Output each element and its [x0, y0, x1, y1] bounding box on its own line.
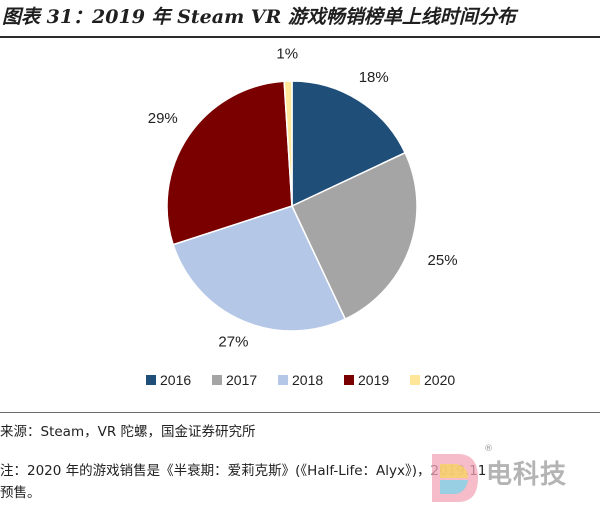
pie-slice-2017 — [291, 151, 418, 321]
data-label-2016: 18% — [359, 69, 389, 86]
chart-title: 图表 31：2019 年 Steam VR 游戏畅销榜单上线时间分布 — [2, 6, 516, 28]
legend-label-2016: 2016 — [160, 372, 191, 388]
pie-slice-2019 — [166, 80, 293, 246]
footnote-line-2: 预售。 — [0, 485, 41, 501]
source-note: 来源：Steam，VR 陀螺，国金证券研究所 — [0, 424, 256, 440]
data-label-2018: 27% — [218, 333, 248, 350]
pie-slice-2016 — [291, 80, 407, 208]
legend-label-2020: 2020 — [424, 372, 455, 388]
legend-swatch-2016 — [146, 375, 156, 385]
data-label-2020: 1% — [276, 46, 298, 63]
pie-slice-2018 — [172, 205, 347, 332]
footer-divider — [0, 412, 600, 413]
legend-label-2018: 2018 — [292, 372, 323, 388]
data-label-2019: 29% — [148, 110, 178, 127]
legend-swatch-2019 — [344, 375, 354, 385]
legend-label-2017: 2017 — [226, 372, 257, 388]
registered-mark: ® — [484, 444, 493, 454]
pie-chart: 18% 25% 27% 29% 1% 2016 2017 2018 2019 2020 — [146, 46, 458, 388]
legend-label-2019: 2019 — [358, 372, 389, 388]
watermark-logo-icon — [432, 454, 478, 502]
pie-slice-2020 — [283, 80, 293, 207]
legend-swatch-2020 — [410, 375, 420, 385]
footnote-line-1: 注：2020 年的游戏销售是《半衰期：爱莉克斯》(《Half-Life：Alyx… — [0, 463, 487, 479]
title-divider — [0, 36, 600, 38]
data-label-2017: 25% — [428, 252, 458, 269]
watermark-text: 电科技 — [486, 460, 568, 490]
legend-swatch-2017 — [212, 375, 222, 385]
legend-swatch-2018 — [278, 375, 288, 385]
